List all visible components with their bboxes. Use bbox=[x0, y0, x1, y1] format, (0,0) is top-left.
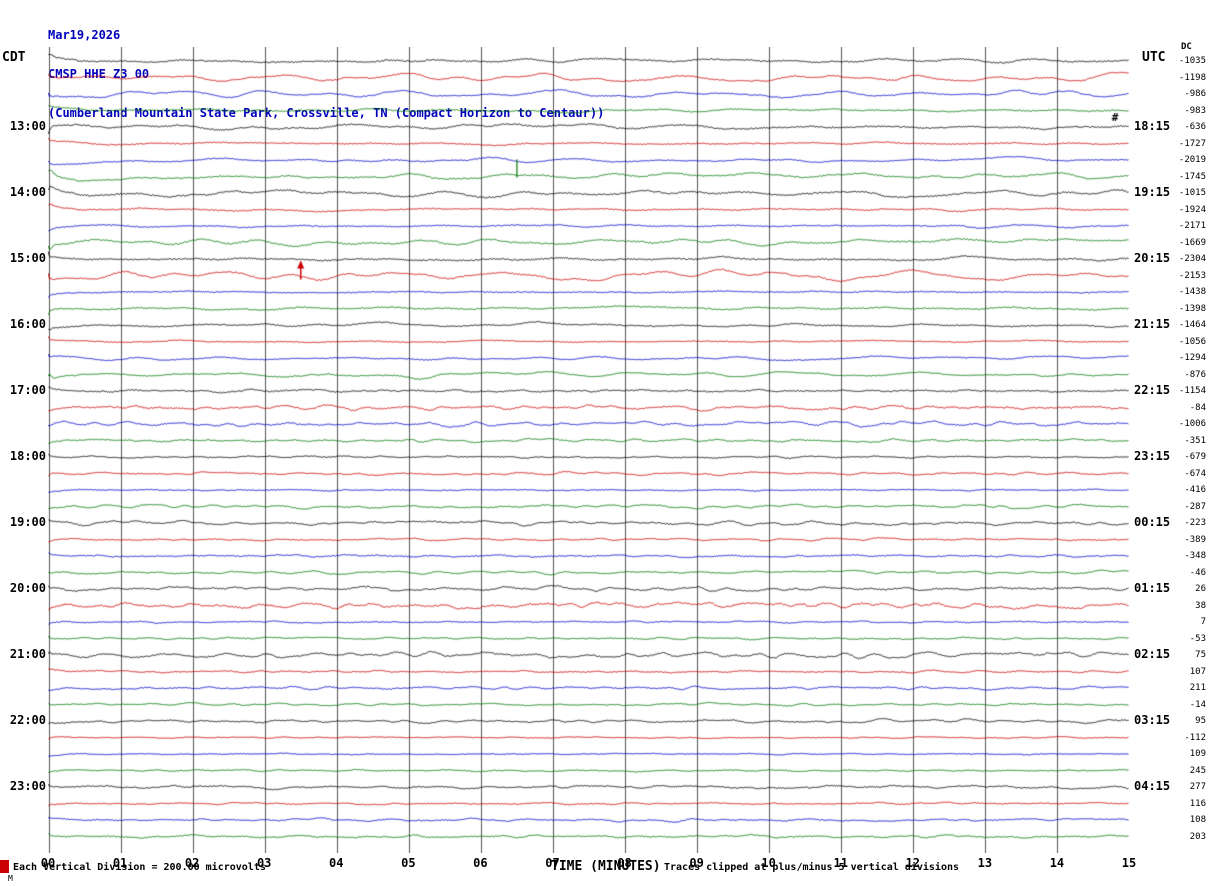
seismogram-plot bbox=[48, 47, 1130, 853]
cdt-hour-label: 20:00 bbox=[9, 581, 46, 595]
dc-offset-value: 203 bbox=[1189, 831, 1206, 842]
dc-offset-value: -1398 bbox=[1178, 303, 1206, 314]
dc-offset-value: 245 bbox=[1189, 765, 1206, 776]
utc-hour-label: 03:15 bbox=[1134, 713, 1171, 727]
minute-tick-label: 05 bbox=[401, 856, 416, 870]
dc-offset-value: 109 bbox=[1189, 749, 1206, 759]
minute-tick-label: 15 bbox=[1121, 856, 1137, 870]
cdt-hour-label: 23:00 bbox=[9, 779, 46, 793]
cdt-hour-label: 22:00 bbox=[9, 713, 46, 727]
utc-hour-label: 02:15 bbox=[1134, 647, 1171, 661]
utc-hour-label: 01:15 bbox=[1134, 581, 1171, 595]
dc-offset-value: -674 bbox=[1184, 468, 1206, 479]
utc-hour-label: 20:15 bbox=[1134, 251, 1171, 265]
minute-tick-label: 02 bbox=[184, 856, 200, 870]
dc-offset-value: 38 bbox=[1195, 600, 1206, 611]
cdt-hour-label: 14:00 bbox=[9, 185, 46, 199]
dc-offset-value: -1745 bbox=[1178, 171, 1206, 182]
dc-offset-value: 108 bbox=[1189, 815, 1206, 825]
minute-tick-label: 14 bbox=[1049, 856, 1065, 870]
utc-hour-label: 22:15 bbox=[1134, 383, 1171, 397]
cdt-hour-label: 21:00 bbox=[9, 647, 46, 661]
right-axis-title: UTC bbox=[1142, 50, 1166, 65]
dc-offset-value: -1438 bbox=[1178, 287, 1206, 297]
corner-mark: M bbox=[8, 874, 13, 883]
dc-offset-value: -1464 bbox=[1178, 320, 1206, 330]
minute-tick-label: 04 bbox=[329, 856, 344, 870]
dc-offset-value: 75 bbox=[1195, 650, 1206, 660]
minute-tick-label: 13 bbox=[977, 856, 993, 870]
clip-note: Traces clipped at plus/minus 5 vertical … bbox=[664, 862, 960, 873]
minute-tick-label: 12 bbox=[905, 856, 921, 870]
dc-offset-value: -1727 bbox=[1178, 138, 1206, 149]
utc-hour-label: 18:15 bbox=[1134, 119, 1171, 133]
dc-offset-value: -1056 bbox=[1178, 336, 1206, 347]
dc-offset-value: -636 bbox=[1184, 122, 1206, 132]
dc-offset-value: -983 bbox=[1184, 105, 1206, 116]
left-axis-title: CDT bbox=[2, 50, 26, 65]
minute-tick-label: 06 bbox=[473, 856, 488, 870]
dc-offset-value: -2019 bbox=[1178, 155, 1206, 165]
dc-offset-value: -351 bbox=[1184, 435, 1206, 446]
minute-tick-label: 09 bbox=[689, 856, 704, 870]
dc-offset-value: 7 bbox=[1200, 617, 1206, 627]
utc-hour-label: 04:15 bbox=[1134, 779, 1171, 793]
dc-offset-value: 211 bbox=[1189, 683, 1206, 693]
minute-tick-label: 03 bbox=[256, 856, 272, 870]
dc-offset-value: -1154 bbox=[1178, 386, 1206, 396]
dc-offset-value: -2171 bbox=[1178, 221, 1206, 231]
minute-tick-label: 00 bbox=[40, 856, 56, 870]
dc-offset-value: -416 bbox=[1184, 485, 1206, 495]
minute-tick-label: 07 bbox=[545, 856, 560, 870]
dc-offset-value: -348 bbox=[1184, 551, 1206, 561]
dc-offset-value: -287 bbox=[1184, 501, 1206, 512]
dc-offset-value: -223 bbox=[1184, 518, 1206, 528]
minute-tick-label: 10 bbox=[761, 856, 776, 870]
cdt-hour-label: 15:00 bbox=[9, 251, 46, 265]
dc-offset-value: 116 bbox=[1189, 798, 1206, 809]
dc-offset-value: -1924 bbox=[1178, 204, 1206, 215]
dc-offset-value: -1669 bbox=[1178, 237, 1206, 248]
dc-offset-value: 107 bbox=[1189, 666, 1206, 677]
cdt-hour-label: 16:00 bbox=[9, 317, 46, 331]
dc-offset-value: -14 bbox=[1189, 699, 1206, 710]
minute-tick-label: 08 bbox=[617, 856, 632, 870]
dc-offset-value: -46 bbox=[1189, 567, 1206, 578]
dc-offset-value: -1015 bbox=[1178, 188, 1206, 198]
dc-offset-value: -679 bbox=[1184, 452, 1206, 462]
dc-offset-value: -986 bbox=[1184, 89, 1206, 99]
dc-offset-value: -53 bbox=[1189, 633, 1206, 644]
utc-hour-label: 21:15 bbox=[1134, 317, 1171, 331]
utc-hour-label: 23:15 bbox=[1134, 449, 1171, 463]
cdt-hour-label: 19:00 bbox=[9, 515, 46, 529]
dc-offset-value: -389 bbox=[1184, 534, 1206, 545]
dc-offset-value: -2153 bbox=[1178, 270, 1206, 281]
dc-offset-value: -1198 bbox=[1178, 72, 1206, 83]
utc-hour-label: 19:15 bbox=[1134, 185, 1171, 199]
dc-offset-value: 95 bbox=[1195, 716, 1206, 726]
dc-offset-value: 26 bbox=[1195, 584, 1206, 594]
dc-offset-value: -1035 bbox=[1178, 56, 1206, 66]
dc-offset-value: -2304 bbox=[1178, 254, 1206, 264]
scale-color-swatch bbox=[0, 860, 9, 873]
dc-offset-value: -876 bbox=[1184, 369, 1206, 380]
dc-offset-value: 277 bbox=[1189, 782, 1206, 792]
header-date: Mar19,2026 bbox=[48, 28, 121, 42]
cdt-hour-label: 13:00 bbox=[9, 119, 46, 133]
dc-column-title: DC bbox=[1181, 42, 1192, 52]
dc-offset-value: -112 bbox=[1184, 732, 1206, 743]
minute-tick-label: 01 bbox=[112, 856, 128, 870]
dc-offset-value: -84 bbox=[1189, 402, 1206, 413]
x-axis-title: TIME (MINUTES) bbox=[551, 859, 661, 874]
utc-hour-label: 00:15 bbox=[1134, 515, 1171, 529]
dc-offset-value: -1006 bbox=[1178, 419, 1206, 429]
dc-offset-value: -1294 bbox=[1178, 353, 1206, 363]
cdt-hour-label: 18:00 bbox=[9, 449, 46, 463]
cdt-hour-label: 17:00 bbox=[9, 383, 46, 397]
scale-note: Each Vertical Division = 200.00 microvol… bbox=[13, 862, 266, 873]
minute-tick-label: 11 bbox=[833, 856, 848, 870]
